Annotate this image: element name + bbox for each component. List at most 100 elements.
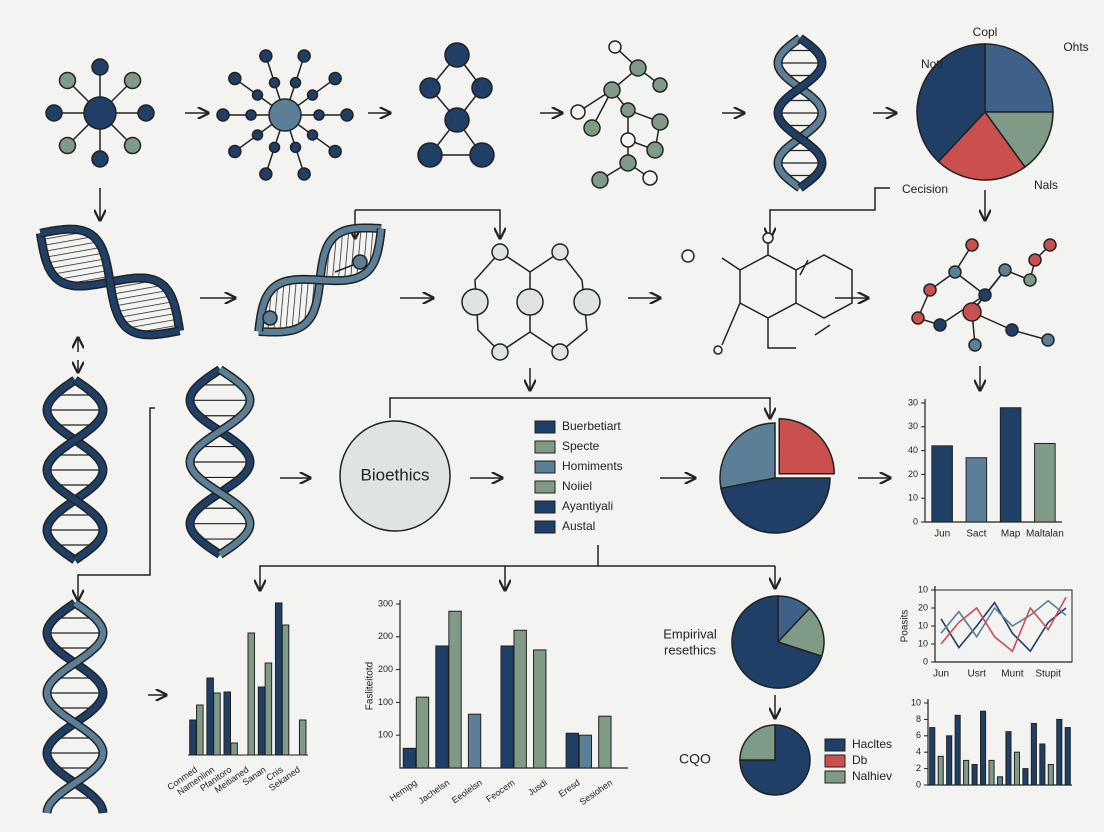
- bar: [1034, 442, 1056, 523]
- molecule-node: [268, 76, 281, 89]
- bar: [1039, 743, 1046, 786]
- legend-swatch: [534, 440, 556, 454]
- pie-slice: [739, 724, 811, 796]
- dna: [42, 599, 108, 814]
- molecule-node: [245, 109, 257, 121]
- bar: [578, 734, 593, 769]
- molecule-node: [968, 338, 982, 352]
- bar: [565, 732, 579, 769]
- molecule-node: [469, 142, 495, 168]
- legend-label: Ayantiyali: [562, 499, 613, 513]
- molecule-node: [652, 77, 668, 93]
- x-tick-label: Maltalan: [1026, 529, 1064, 540]
- arrow: [770, 187, 890, 238]
- dna: [773, 34, 827, 192]
- bar: [467, 713, 482, 769]
- molecule-node: [965, 238, 979, 252]
- molecule-node: [91, 58, 109, 76]
- legend-label: Nalhiev: [852, 769, 892, 783]
- y-tick-label: 30: [908, 397, 918, 407]
- molecule-node: [570, 104, 586, 120]
- line: [940, 596, 1067, 653]
- x-tick-label: Sact: [966, 529, 986, 540]
- legend-label: Noiiel: [562, 479, 592, 493]
- dna-strand: [255, 228, 385, 332]
- bar: [1022, 768, 1029, 786]
- y-tick-label: 100: [378, 730, 393, 740]
- y-tick-label: 10: [918, 638, 928, 648]
- molecule-node: [1041, 333, 1055, 347]
- bar: [247, 632, 256, 756]
- molecule-node: [923, 283, 937, 297]
- molecule-node: [642, 170, 658, 186]
- bar: [298, 719, 307, 756]
- center-circle: [339, 420, 451, 532]
- dna-strand: [43, 377, 107, 563]
- bar: [937, 755, 944, 786]
- y-tick-label: 6: [916, 730, 921, 740]
- molecule-node: [911, 311, 925, 325]
- molecule-node: [297, 167, 311, 181]
- y-tick-label: 4: [916, 747, 921, 757]
- y-axis-label: Fasliteitotd: [365, 662, 376, 710]
- bar: [206, 677, 214, 756]
- molecule-node: [268, 141, 281, 154]
- bar: [1013, 751, 1020, 786]
- bar: [598, 715, 612, 769]
- bar: [274, 602, 283, 756]
- molecule-node: [251, 129, 264, 141]
- molecule-node: [259, 49, 273, 63]
- bar: [281, 624, 290, 756]
- benzene: [721, 240, 853, 349]
- dna-strand: [186, 366, 254, 558]
- empirical-label: resethics: [664, 642, 717, 657]
- bar: [1005, 731, 1012, 786]
- cqo-label: CQO: [679, 751, 711, 767]
- molecule-node: [1005, 323, 1019, 337]
- dna: [254, 223, 386, 337]
- molecule-node: [516, 288, 544, 316]
- arrow: [389, 397, 770, 418]
- pie-slice: [739, 724, 776, 761]
- molecule-node: [297, 49, 311, 63]
- molecule-node: [1043, 238, 1057, 252]
- molecule-node: [352, 254, 368, 270]
- bar: [954, 714, 961, 786]
- molecule-node: [228, 144, 242, 159]
- molecule-node: [471, 77, 493, 99]
- y-tick-label: 100: [378, 697, 393, 707]
- molecule-node: [306, 129, 319, 141]
- molecule-node: [444, 107, 470, 133]
- dna: [42, 376, 108, 564]
- molecule-node: [713, 345, 723, 355]
- x-tick-label: Map: [1001, 529, 1021, 540]
- line: [940, 599, 1067, 639]
- pie-annotation: Cecision: [902, 182, 948, 196]
- pie-annotation: Ohts: [1063, 40, 1088, 54]
- molecule-node: [137, 104, 155, 122]
- molecule-node: [83, 96, 117, 130]
- molecule-node: [1023, 273, 1037, 287]
- y-tick-label: 20: [918, 602, 928, 612]
- bar: [980, 710, 987, 786]
- bar: [513, 629, 527, 769]
- dna-strand: [774, 35, 826, 191]
- molecule-node: [123, 136, 142, 155]
- pie-slice: [778, 418, 835, 475]
- y-tick-label: 300: [378, 598, 393, 608]
- pie-slice: [983, 111, 1054, 169]
- y-axis-label: Poasits: [900, 610, 911, 643]
- bar: [402, 747, 417, 769]
- bar: [257, 686, 266, 756]
- pie-slice: [776, 607, 825, 658]
- molecule-node: [551, 343, 569, 361]
- molecule-node: [573, 288, 601, 316]
- bar: [1030, 723, 1037, 786]
- bar: [533, 649, 547, 769]
- molecule-node: [58, 71, 77, 90]
- y-tick-label: 8: [916, 714, 921, 724]
- y-tick-label: 200: [378, 631, 393, 641]
- y-tick-label: 0: [923, 656, 928, 666]
- molecule-node: [491, 243, 509, 261]
